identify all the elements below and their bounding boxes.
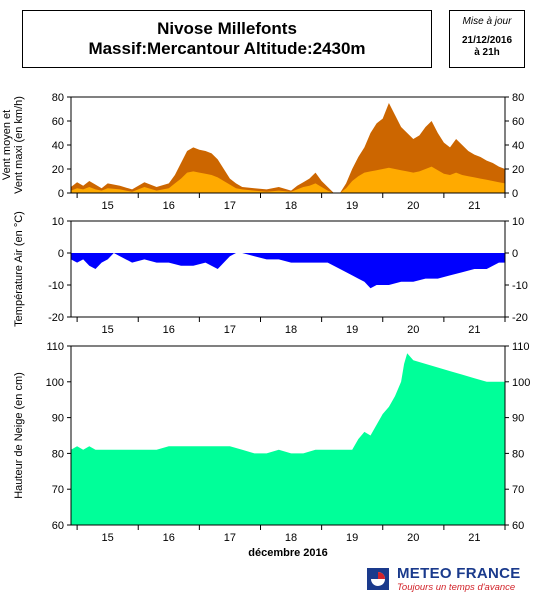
y-tick-label-right: 100 [512, 377, 530, 389]
y-tick-label-left: 10 [52, 216, 64, 228]
y-axis-label: Vent maxi (en km/h) [13, 96, 25, 194]
x-tick-label: 15 [102, 200, 114, 212]
y-tick-label-left: 0 [58, 188, 64, 200]
x-tick-label: 17 [224, 324, 236, 336]
x-tick-label: 15 [102, 532, 114, 544]
y-tick-label-right: 60 [512, 520, 524, 532]
x-tick-label: 15 [102, 324, 114, 336]
y-axis-label: Température Air (en °C) [13, 211, 25, 327]
station-name: Nivose Millefonts [157, 19, 297, 38]
y-tick-label-left: 60 [52, 116, 64, 128]
x-tick-label: 18 [285, 532, 297, 544]
x-tick-label: 18 [285, 324, 297, 336]
y-tick-label-left: 20 [52, 164, 64, 176]
station-title-box: Nivose Millefonts Massif:Mercantour Alti… [22, 10, 432, 68]
y-tick-label-right: 80 [512, 92, 524, 104]
x-tick-label: 20 [407, 324, 419, 336]
y-tick-label-left: -20 [48, 312, 64, 324]
y-tick-label-right: -20 [512, 312, 528, 324]
y-tick-label-right: 10 [512, 216, 524, 228]
y-tick-label-left: 80 [52, 92, 64, 104]
y-tick-label-right: 110 [512, 341, 530, 353]
update-box: Mise à jour 21/12/2016 à 21h [449, 10, 525, 68]
y-tick-label-right: 70 [512, 484, 524, 496]
plot-frame-3 [70, 345, 506, 526]
brand-name: METEO FRANCE [397, 565, 521, 582]
series-area-snow [71, 353, 505, 525]
x-tick-label: 16 [163, 532, 175, 544]
update-label: Mise à jour [462, 16, 512, 27]
y-tick-label-left: 110 [46, 341, 64, 353]
brand-tagline: Toujours un temps d'avance [397, 582, 516, 593]
x-tick-label: 16 [163, 200, 175, 212]
y-tick-label-right: -10 [512, 280, 528, 292]
y-tick-label-right: 0 [512, 248, 518, 260]
y-tick-label-left: 100 [46, 377, 64, 389]
update-date: 21/12/2016 [461, 35, 513, 46]
x-tick-label: 21 [468, 200, 480, 212]
x-tick-label: 17 [224, 200, 236, 212]
meteo-france-logo: METEO FRANCE Toujours un temps d'avance [367, 565, 537, 593]
y-axis-label: Hauteur de Neige (en cm) [13, 372, 25, 499]
plot-frame-2 [70, 220, 506, 318]
y-tick-label-right: 40 [512, 140, 524, 152]
x-tick-label: 16 [163, 324, 175, 336]
series-area-mean [71, 166, 505, 193]
y-tick-label-left: -10 [48, 280, 64, 292]
x-axis-label: décembre 2016 [248, 547, 328, 559]
station-massif-altitude: Massif:Mercantour Altitude:2430m [88, 39, 366, 58]
y-tick-label-right: 80 [512, 448, 524, 460]
y-tick-label-right: 20 [512, 164, 524, 176]
x-tick-label: 17 [224, 532, 236, 544]
y-tick-label-right: 90 [512, 413, 524, 425]
y-tick-label-left: 80 [52, 448, 64, 460]
x-tick-label: 19 [346, 200, 358, 212]
y-axis-label: Vent moyen et [1, 110, 13, 180]
x-tick-label: 19 [346, 324, 358, 336]
y-tick-label-left: 70 [52, 484, 64, 496]
x-tick-label: 21 [468, 532, 480, 544]
y-tick-label-left: 60 [52, 520, 64, 532]
y-tick-label-right: 60 [512, 116, 524, 128]
update-time: à 21h [474, 47, 500, 58]
x-tick-label: 18 [285, 200, 297, 212]
x-tick-label: 19 [346, 532, 358, 544]
series-area-temp [71, 253, 505, 289]
y-tick-label-right: 0 [512, 188, 518, 200]
y-tick-label-left: 0 [58, 248, 64, 260]
x-tick-label: 20 [407, 200, 419, 212]
y-tick-label-left: 90 [52, 413, 64, 425]
y-tick-label-left: 40 [52, 140, 64, 152]
meteo-france-logo-icon [367, 568, 389, 590]
x-tick-label: 21 [468, 324, 480, 336]
x-tick-label: 20 [407, 532, 419, 544]
